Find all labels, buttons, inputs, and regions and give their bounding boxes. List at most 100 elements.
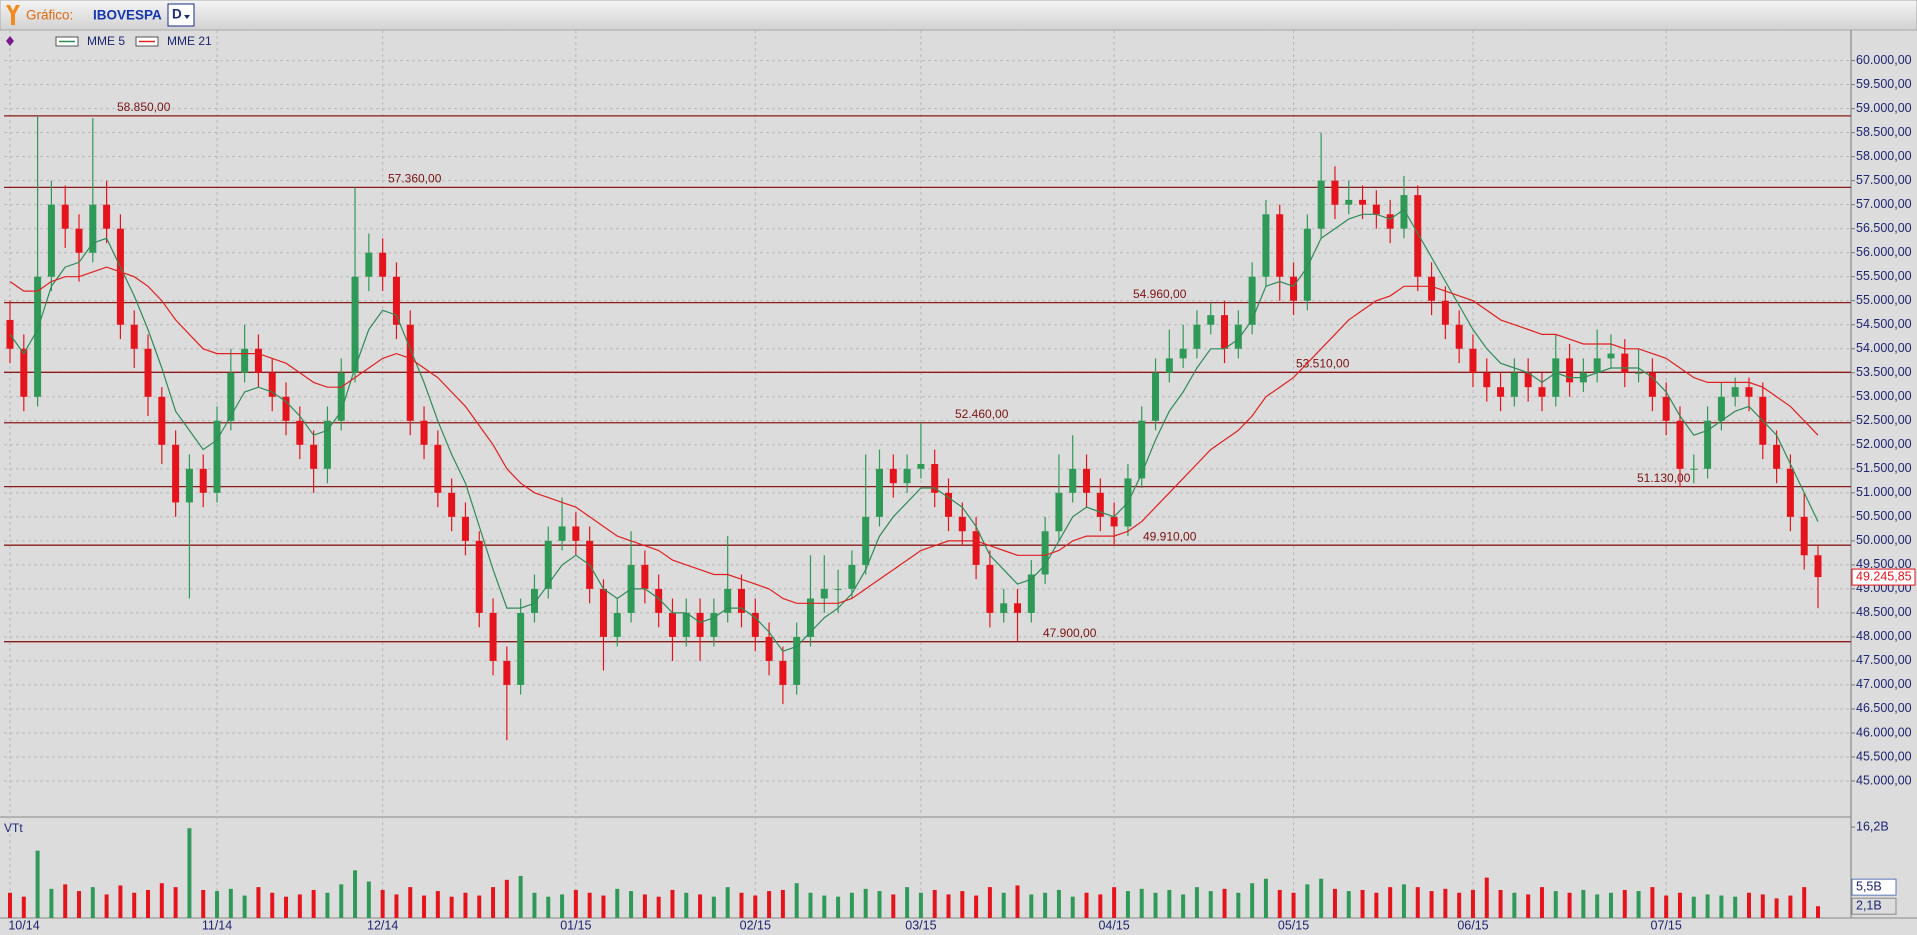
volume-bar: [477, 895, 482, 918]
volume-bar: [1553, 891, 1558, 918]
candle-body: [227, 372, 235, 421]
candle-body: [1607, 353, 1615, 359]
volume-bar: [1181, 894, 1186, 918]
candle-body: [599, 588, 607, 637]
volume-bar: [449, 896, 454, 918]
y-tick-label: 57.500,00: [1856, 173, 1912, 187]
candle-body: [530, 588, 538, 613]
candle-body: [1000, 603, 1008, 613]
volume-bar: [284, 896, 289, 918]
volume-bar: [1664, 895, 1669, 918]
candle-body: [158, 396, 166, 445]
candle-body: [1041, 531, 1049, 575]
volume-bar: [311, 889, 316, 918]
candle-body: [116, 228, 124, 325]
level-label: 47.900,00: [1043, 626, 1097, 640]
candle-body: [351, 276, 359, 373]
candle-body: [448, 492, 456, 517]
candle-body: [365, 252, 373, 277]
level-label: 49.910,00: [1143, 529, 1197, 543]
y-tick-label: 47.500,00: [1856, 653, 1912, 667]
candle-body: [724, 588, 732, 613]
volume-bar: [1015, 885, 1020, 918]
volume-bar: [270, 892, 275, 918]
x-tick-label: 02/15: [740, 918, 771, 932]
candle-body: [1428, 276, 1436, 301]
symbol[interactable]: IBOVESPA: [93, 8, 162, 23]
volume-bar: [1746, 892, 1751, 918]
volume-bar: [1816, 906, 1820, 918]
level-label: 57.360,00: [388, 172, 442, 186]
volume-bar: [1208, 891, 1213, 918]
volume-bar: [753, 895, 758, 918]
volume-bar: [491, 887, 496, 918]
volume-bar: [201, 889, 206, 918]
volume-bar: [256, 887, 261, 918]
candle-body: [1248, 276, 1256, 325]
candle-body: [1441, 300, 1449, 325]
candle-body: [6, 319, 14, 349]
candle-body: [1566, 358, 1574, 383]
toolbar-label: Gráfico:: [26, 8, 73, 23]
candle-body: [834, 588, 842, 590]
y-tick-label: 59.000,00: [1856, 101, 1912, 115]
level-label: 53.510,00: [1296, 356, 1350, 370]
volume-bar: [35, 850, 40, 918]
volume-bar: [1636, 891, 1641, 918]
volume-bar: [918, 892, 923, 918]
candle-body: [47, 204, 55, 277]
volume-bar: [891, 894, 896, 918]
volume-bar: [1650, 887, 1655, 918]
volume-bar: [49, 888, 54, 918]
candle-body: [61, 204, 69, 229]
volume-bar: [132, 892, 137, 918]
period-select[interactable]: [167, 3, 195, 27]
volume-bar: [822, 895, 827, 918]
volume-bar: [1429, 891, 1434, 918]
volume-bar: [463, 892, 468, 918]
volume-bar: [518, 875, 523, 918]
last-price-label: 49.245,85: [1856, 569, 1912, 583]
candle-body: [1497, 387, 1505, 397]
volume-bar: [187, 828, 192, 918]
volume-bar: [1194, 887, 1199, 918]
candle-body: [1400, 195, 1408, 229]
x-tick-label: 01/15: [560, 918, 591, 932]
y-tick-label: 55.500,00: [1856, 269, 1912, 283]
volume-bar: [1222, 888, 1227, 918]
volume-bar: [1236, 892, 1241, 918]
candle-body: [765, 636, 773, 661]
y-tick-label: 58.500,00: [1856, 125, 1912, 139]
candle-body: [1110, 516, 1118, 527]
candle-body: [434, 444, 442, 493]
period[interactable]: D: [172, 7, 182, 22]
volume-bar: [1277, 889, 1282, 918]
volume-bar: [118, 885, 123, 918]
candle-body: [1027, 574, 1035, 613]
candle-body: [737, 588, 745, 613]
candle-body: [75, 228, 83, 253]
y-tick-label: 55.000,00: [1856, 293, 1912, 307]
volume-bar: [228, 888, 233, 918]
candle-body: [1345, 199, 1353, 205]
candle-body: [779, 660, 787, 685]
volume-bar: [1691, 896, 1696, 918]
x-tick-label: 05/15: [1278, 918, 1309, 932]
volume-bar: [1043, 892, 1048, 918]
y-tick-label: 59.500,00: [1856, 77, 1912, 91]
candle-body: [34, 276, 42, 397]
candle-body: [1359, 199, 1367, 205]
volume-bar: [1291, 892, 1296, 918]
y-tick-label: 48.000,00: [1856, 629, 1912, 643]
candle-body: [682, 612, 690, 637]
y-tick-label: 49.500,00: [1856, 557, 1912, 571]
volume-bar: [532, 892, 537, 918]
candle-body: [89, 204, 97, 253]
volume-average-label: 5,5B: [1856, 879, 1882, 893]
candle-body: [185, 468, 193, 503]
volume-bar: [780, 889, 785, 918]
candle-body: [1069, 468, 1077, 493]
candle-body: [1290, 276, 1298, 301]
candle-body: [1469, 348, 1477, 373]
